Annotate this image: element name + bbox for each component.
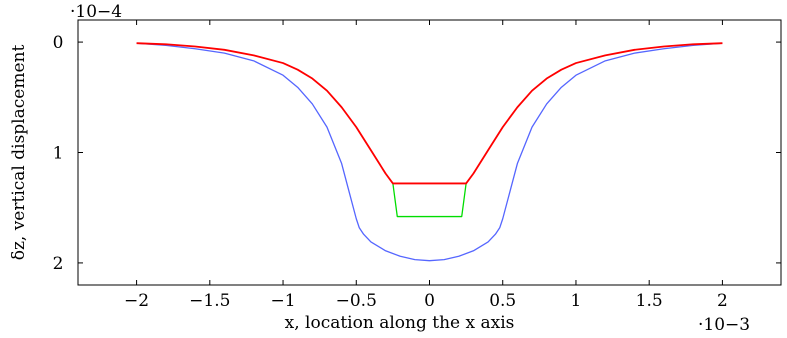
- x-tick-label: −1: [271, 291, 296, 311]
- x-tick-label: −1.5: [189, 291, 230, 311]
- x-tick-label: −0.5: [336, 291, 377, 311]
- y-axis-title: δz, vertical displacement: [9, 45, 29, 261]
- tick-marks: [78, 20, 781, 285]
- y-tick-label: 1: [53, 144, 64, 164]
- x-tick-label: 1.5: [636, 291, 663, 311]
- x-tick-labels: −2 −1.5 −1 −0.5 0 0.5 1 1.5 2: [124, 291, 728, 311]
- series-line: [136, 42, 723, 185]
- plot-frame: [77, 19, 782, 286]
- series-line: [392, 183, 467, 218]
- series-line: [136, 42, 723, 262]
- y-tick-label: 2: [53, 254, 64, 274]
- x-tick-label: 0: [424, 291, 435, 311]
- x-tick-label: −2: [124, 291, 149, 311]
- x-tick-label: 2: [717, 291, 728, 311]
- y-axis-multiplier: ·10−4: [70, 2, 122, 22]
- y-tick-labels: 0 1 2: [53, 33, 64, 274]
- x-tick-label: 0.5: [489, 291, 516, 311]
- series-layer: [136, 42, 723, 262]
- x-tick-label: 1: [571, 291, 582, 311]
- x-axis-title: x, location along the x axis: [285, 313, 515, 333]
- y-tick-label: 0: [53, 33, 64, 53]
- x-axis-multiplier: ·10−3: [698, 315, 750, 335]
